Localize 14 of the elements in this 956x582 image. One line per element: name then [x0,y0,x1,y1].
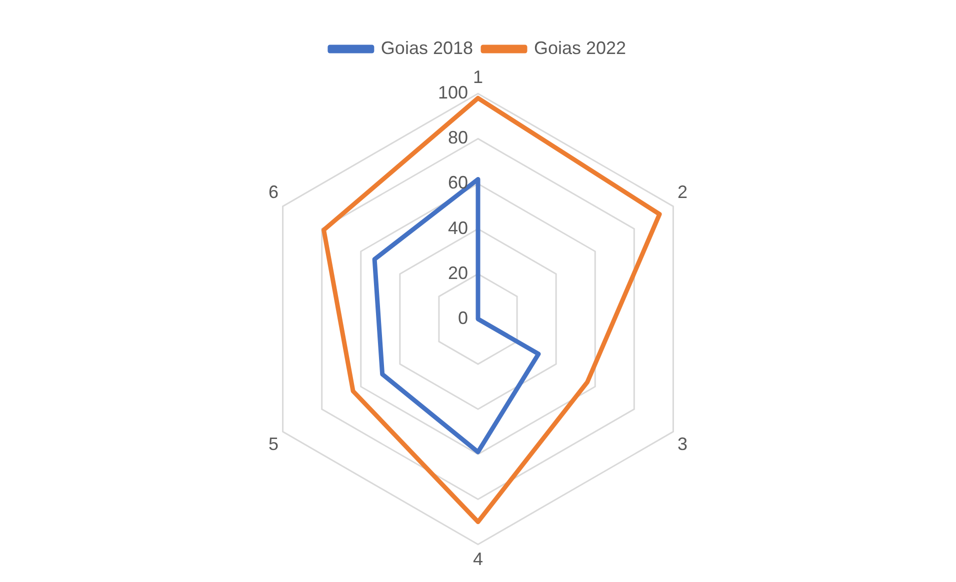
y-tick-label: 0 [458,308,468,328]
y-tick-label: 80 [448,128,468,148]
spoke-label: 3 [678,434,688,454]
legend-label: Goias 2018 [380,38,474,58]
spoke-label: 2 [678,182,688,202]
spoke-label: 1 [472,66,484,87]
y-tick-label: 100 [438,82,468,103]
spoke-label: 6 [268,182,278,202]
y-tick-label: 20 [448,262,468,283]
spoke-label: 4 [472,549,484,570]
spoke-label: 5 [268,434,278,454]
legend-label: Goias 2022 [534,38,626,58]
y-tick-label: 60 [448,172,468,193]
y-tick-label: 40 [448,218,468,238]
